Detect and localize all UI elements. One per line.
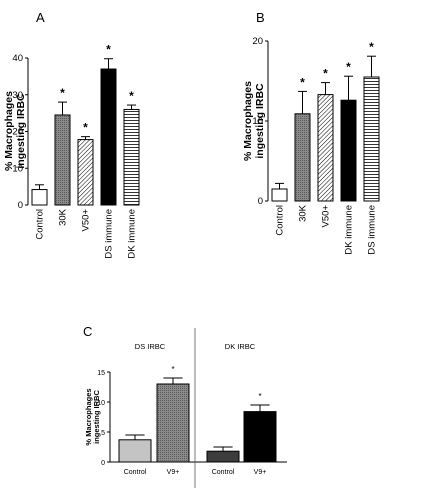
y-tick-label: 5 xyxy=(101,430,105,437)
x-category-label: DS immune xyxy=(104,209,115,259)
y-tick-label: 10 xyxy=(12,163,23,174)
significance-star: * xyxy=(346,60,351,74)
y-tick-label: 20 xyxy=(12,127,23,138)
bar xyxy=(340,99,357,202)
y-axis-title-line1: % Macrophages xyxy=(3,91,15,171)
x-category-label: 30K xyxy=(298,204,309,222)
bar xyxy=(77,139,94,206)
y-axis-title-line2: ingesting IRBC xyxy=(254,83,266,159)
x-category-label: Control xyxy=(124,469,147,476)
group-title-ds: DS IRBC xyxy=(135,342,166,351)
significance-star: * xyxy=(106,43,111,57)
panel-label-b: B xyxy=(256,10,265,25)
panel-label-c: C xyxy=(83,324,92,339)
x-category-label: V50+ xyxy=(321,205,332,228)
x-category-label: V50+ xyxy=(81,209,92,232)
y-axis-title-line2: ingesting IRBC xyxy=(92,390,101,444)
y-axis-title-line1: % Macrophages xyxy=(242,81,254,161)
bar xyxy=(54,114,71,206)
significance-star: * xyxy=(300,75,305,89)
x-category-label: Control xyxy=(35,209,46,240)
panel-label-a: A xyxy=(36,10,45,25)
x-category-label: 30K xyxy=(58,208,69,226)
bar xyxy=(123,108,140,206)
y-tick-label: 40 xyxy=(12,53,23,64)
significance-star: * xyxy=(60,86,65,100)
x-category-label: DS immune xyxy=(367,205,378,255)
group-title-dk: DK IRBC xyxy=(225,342,256,351)
bar xyxy=(363,76,380,202)
bar xyxy=(206,450,240,463)
bar xyxy=(294,113,311,202)
y-tick-label: 0 xyxy=(101,460,105,467)
bar xyxy=(31,189,48,206)
significance-star: * xyxy=(258,392,261,401)
significance-star: * xyxy=(369,40,374,54)
y-tick-label: 15 xyxy=(97,370,105,377)
x-category-label: V9+ xyxy=(254,469,267,476)
significance-star: * xyxy=(171,365,174,374)
y-tick-label: 0 xyxy=(18,200,23,211)
x-category-label: Control xyxy=(275,205,286,236)
x-category-label: DK immune xyxy=(344,205,355,255)
chart-panel-c: 0 5 10 15 % Macrophages ingesting IRBC Control… xyxy=(84,328,287,488)
y-tick-label: 30 xyxy=(12,90,23,101)
chart-panel-b: 0 10 20 % Macrophages ingesting IRBC Control *… xyxy=(242,36,380,255)
bar xyxy=(271,188,288,202)
significance-star: * xyxy=(83,121,88,135)
chart-panel-a: 0 10 20 30 40 % Macrophages ingesting IRBC Cont… xyxy=(3,43,140,259)
significance-star: * xyxy=(323,67,328,81)
significance-star: * xyxy=(129,89,134,103)
y-axis-title-line1: % Macrophages xyxy=(84,388,93,445)
bar xyxy=(100,68,117,206)
y-axis-title-line2: ingesting IRBC xyxy=(15,93,27,169)
bar xyxy=(156,383,190,463)
x-category-label: DK immune xyxy=(127,209,138,259)
x-category-label: Control xyxy=(212,469,235,476)
bar xyxy=(118,439,152,463)
y-tick-label: 10 xyxy=(97,400,105,407)
bar xyxy=(243,411,277,463)
bar xyxy=(317,94,334,202)
x-category-label: V9+ xyxy=(167,469,180,476)
y-tick-label: 20 xyxy=(252,36,263,47)
y-tick-label: 0 xyxy=(258,196,263,207)
y-tick-label: 10 xyxy=(252,116,263,127)
